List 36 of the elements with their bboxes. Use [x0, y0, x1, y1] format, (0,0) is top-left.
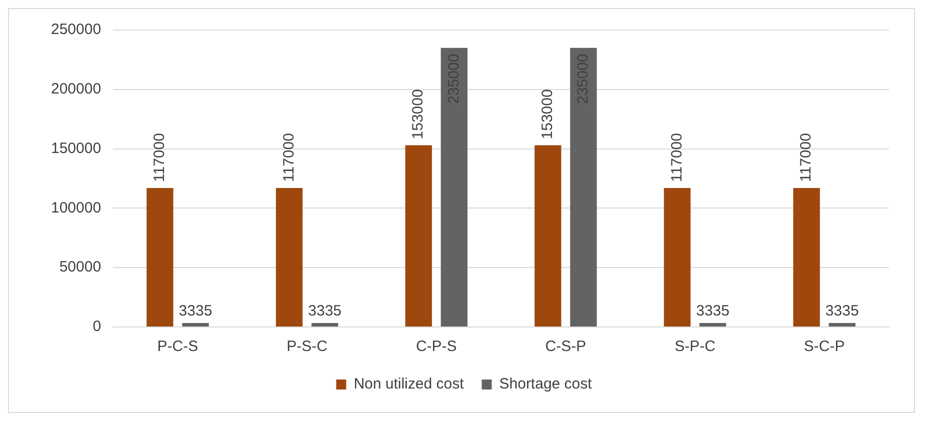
x-tick-label: C-S-P: [545, 338, 586, 356]
x-tick-label: C-P-S: [416, 338, 457, 356]
data-label: 153000: [539, 89, 556, 140]
data-label: 3335: [308, 302, 342, 320]
y-tick-label: 50000: [59, 258, 102, 276]
data-label: 117000: [280, 133, 298, 182]
x-tick-label: S-P-C: [674, 338, 716, 356]
x-tick-label: P-C-S: [157, 338, 198, 356]
bar: [311, 323, 338, 326]
data-label: 117000: [668, 133, 686, 182]
data-label: 117000: [798, 133, 815, 182]
data-label: 153000: [410, 89, 427, 140]
data-label: 117000: [151, 133, 168, 182]
bar: [828, 323, 856, 326]
bar: [699, 323, 726, 326]
y-tick-label: 150000: [50, 140, 102, 157]
y-tick-label: 0: [92, 318, 102, 336]
bar: [664, 188, 691, 326]
data-label: 3335: [178, 302, 212, 320]
bar: [405, 145, 432, 326]
data-label: 3335: [825, 302, 859, 320]
data-label: 3335: [696, 302, 730, 320]
y-tick-label: 200000: [50, 80, 102, 98]
bar: [534, 145, 562, 326]
bar: [182, 323, 209, 326]
bar: [440, 48, 468, 326]
legend-label: Shortage cost: [499, 376, 593, 393]
x-tick-label: P-S-C: [286, 338, 328, 356]
bar: [570, 48, 597, 326]
y-tick-label: 250000: [50, 21, 102, 38]
bar: [793, 188, 820, 326]
x-tick-label: S-C-P: [804, 338, 845, 356]
bar: [146, 188, 174, 326]
bar: [276, 188, 303, 326]
y-tick-label: 100000: [50, 199, 102, 216]
legend-label: Non utilized cost: [354, 376, 465, 393]
